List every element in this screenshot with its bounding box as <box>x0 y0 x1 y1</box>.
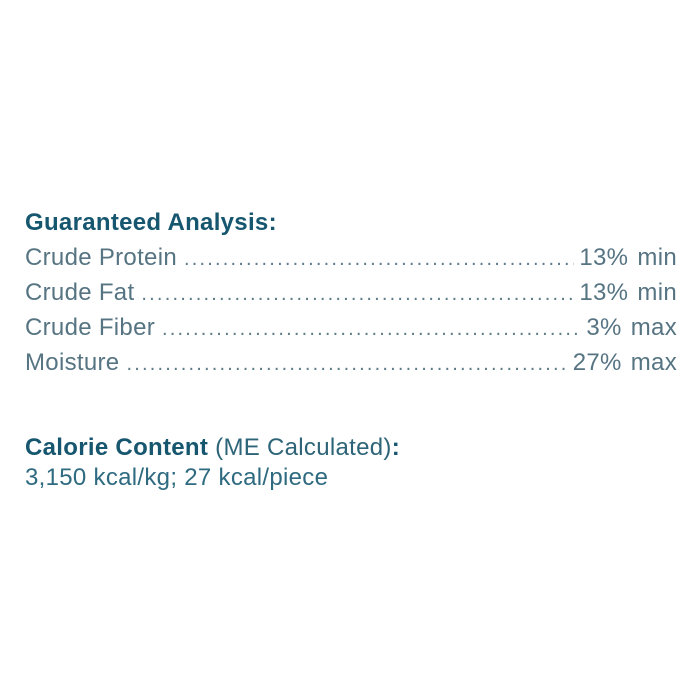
analysis-row: Moisture................................… <box>25 346 677 381</box>
calorie-content-heading: Calorie Content (ME Calculated): <box>25 433 677 463</box>
analysis-value: 13% <box>579 244 629 271</box>
analysis-row: Crude Fiber.............................… <box>25 311 677 346</box>
calorie-heading-bold: Calorie Content <box>25 434 209 461</box>
analysis-qualifier: max <box>630 314 677 341</box>
calorie-heading-note: (ME Calculated) <box>208 434 392 461</box>
analysis-value: 27% <box>572 349 622 376</box>
analysis-label: Crude Protein <box>25 244 177 271</box>
calorie-content-section: Calorie Content (ME Calculated): 3,150 k… <box>25 433 677 493</box>
analysis-rows: Crude Protein...........................… <box>25 241 677 381</box>
nutrition-label: Guaranteed Analysis: Crude Protein......… <box>25 209 677 493</box>
dot-leader: ........................................… <box>162 318 581 340</box>
analysis-qualifier: max <box>630 349 677 376</box>
dot-leader: ........................................… <box>126 353 568 375</box>
analysis-qualifier: min <box>637 244 677 271</box>
analysis-value: 3% <box>586 314 622 341</box>
calorie-values: 3,150 kcal/kg; 27 kcal/piece <box>25 464 329 491</box>
analysis-qualifier: min <box>637 279 677 306</box>
analysis-value: 13% <box>579 279 629 306</box>
calorie-heading-colon: : <box>391 434 401 461</box>
dot-leader: ........................................… <box>141 283 574 305</box>
guaranteed-analysis-heading: Guaranteed Analysis: <box>25 209 277 236</box>
analysis-label: Moisture <box>25 349 120 376</box>
analysis-label: Crude Fat <box>25 279 135 306</box>
dot-leader: ........................................… <box>183 248 574 270</box>
analysis-label: Crude Fiber <box>25 314 156 341</box>
analysis-row: Crude Protein...........................… <box>25 241 677 276</box>
analysis-row: Crude Fat...............................… <box>25 276 677 311</box>
